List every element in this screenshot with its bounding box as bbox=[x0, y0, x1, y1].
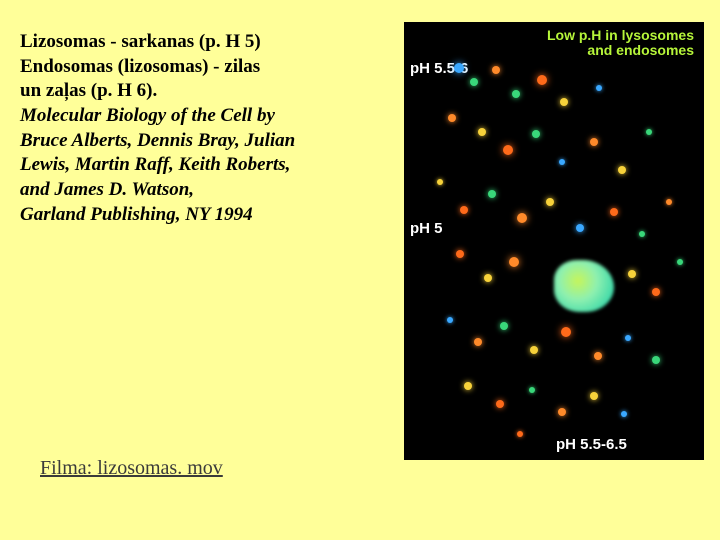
fluorescent-dot bbox=[517, 431, 523, 437]
text-line-2: Endosomas (lizosomas) - zilas bbox=[20, 56, 260, 77]
film-link[interactable]: Filma: lizosomas. mov bbox=[40, 457, 223, 480]
fluorescent-dot bbox=[454, 63, 464, 73]
fluorescent-dot bbox=[532, 130, 540, 138]
fluorescent-dot bbox=[512, 90, 520, 98]
fluorescent-dot bbox=[496, 400, 504, 408]
fluorescent-dot bbox=[529, 387, 535, 393]
fluorescent-dot bbox=[596, 85, 602, 91]
fluorescent-dot bbox=[478, 128, 486, 136]
fluorescent-dot bbox=[576, 224, 584, 232]
citation-line-4: and James D. Watson, bbox=[20, 179, 194, 200]
fluorescent-dot bbox=[484, 274, 492, 282]
fluorescent-dot bbox=[530, 346, 538, 354]
fluorescent-dot bbox=[546, 198, 554, 206]
fluorescent-dot bbox=[621, 411, 627, 417]
central-cell-blob bbox=[554, 260, 614, 312]
citation-line-1: Molecular Biology of the Cell by bbox=[20, 105, 275, 126]
fluorescent-dot bbox=[652, 356, 660, 364]
fluorescent-dot bbox=[639, 231, 645, 237]
fluorescent-dot bbox=[618, 166, 626, 174]
fluorescent-dot bbox=[560, 98, 568, 106]
fluorescent-dot bbox=[559, 159, 565, 165]
citation-line-5: Garland Publishing, NY 1994 bbox=[20, 204, 253, 225]
fluorescent-dot bbox=[517, 213, 527, 223]
ph-label: pH 5.5-6.5 bbox=[556, 436, 627, 453]
fluorescent-dot bbox=[456, 250, 464, 258]
microscopy-figure: Low p.H in lysosomes and endosomes pH 5.… bbox=[404, 22, 704, 460]
fluorescent-dot bbox=[474, 338, 482, 346]
fluorescent-dot bbox=[448, 114, 456, 122]
fluorescent-dot bbox=[610, 208, 618, 216]
fluorescent-dot bbox=[447, 317, 453, 323]
fluorescent-dot bbox=[561, 327, 571, 337]
fluorescent-dot bbox=[500, 322, 508, 330]
figure-title-line-2: and endosomes bbox=[587, 42, 694, 58]
fluorescent-dot bbox=[437, 179, 443, 185]
fluorescent-dot bbox=[488, 190, 496, 198]
fluorescent-dot bbox=[677, 259, 683, 265]
fluorescent-dot bbox=[666, 199, 672, 205]
ph-label: pH 5 bbox=[410, 220, 443, 237]
figure-title-line-1: Low p.H in lysosomes bbox=[547, 27, 694, 43]
fluorescent-dot bbox=[492, 66, 500, 74]
fluorescent-dot bbox=[470, 78, 478, 86]
citation-line-3: Lewis, Martin Raff, Keith Roberts, bbox=[20, 154, 290, 175]
citation-line-2: Bruce Alberts, Dennis Bray, Julian bbox=[20, 130, 295, 151]
fluorescent-dot bbox=[590, 392, 598, 400]
fluorescent-dot bbox=[503, 145, 513, 155]
fluorescent-dot bbox=[594, 352, 602, 360]
fluorescent-dot bbox=[625, 335, 631, 341]
fluorescent-dot bbox=[558, 408, 566, 416]
fluorescent-dot bbox=[464, 382, 472, 390]
text-line-1: Lizosomas - sarkanas (p. H 5) bbox=[20, 31, 261, 52]
fluorescent-dot bbox=[646, 129, 652, 135]
fluorescent-dot bbox=[652, 288, 660, 296]
description-text: Lizosomas - sarkanas (p. H 5) Endosomas … bbox=[20, 30, 370, 228]
slide-root: Lizosomas - sarkanas (p. H 5) Endosomas … bbox=[0, 0, 720, 540]
fluorescent-dot bbox=[590, 138, 598, 146]
fluorescent-dot bbox=[460, 206, 468, 214]
fluorescent-dot bbox=[537, 75, 547, 85]
text-line-3: un zaļas (p. H 6). bbox=[20, 80, 157, 101]
figure-title: Low p.H in lysosomes and endosomes bbox=[547, 28, 694, 59]
fluorescent-dot bbox=[509, 257, 519, 267]
fluorescent-dot bbox=[628, 270, 636, 278]
